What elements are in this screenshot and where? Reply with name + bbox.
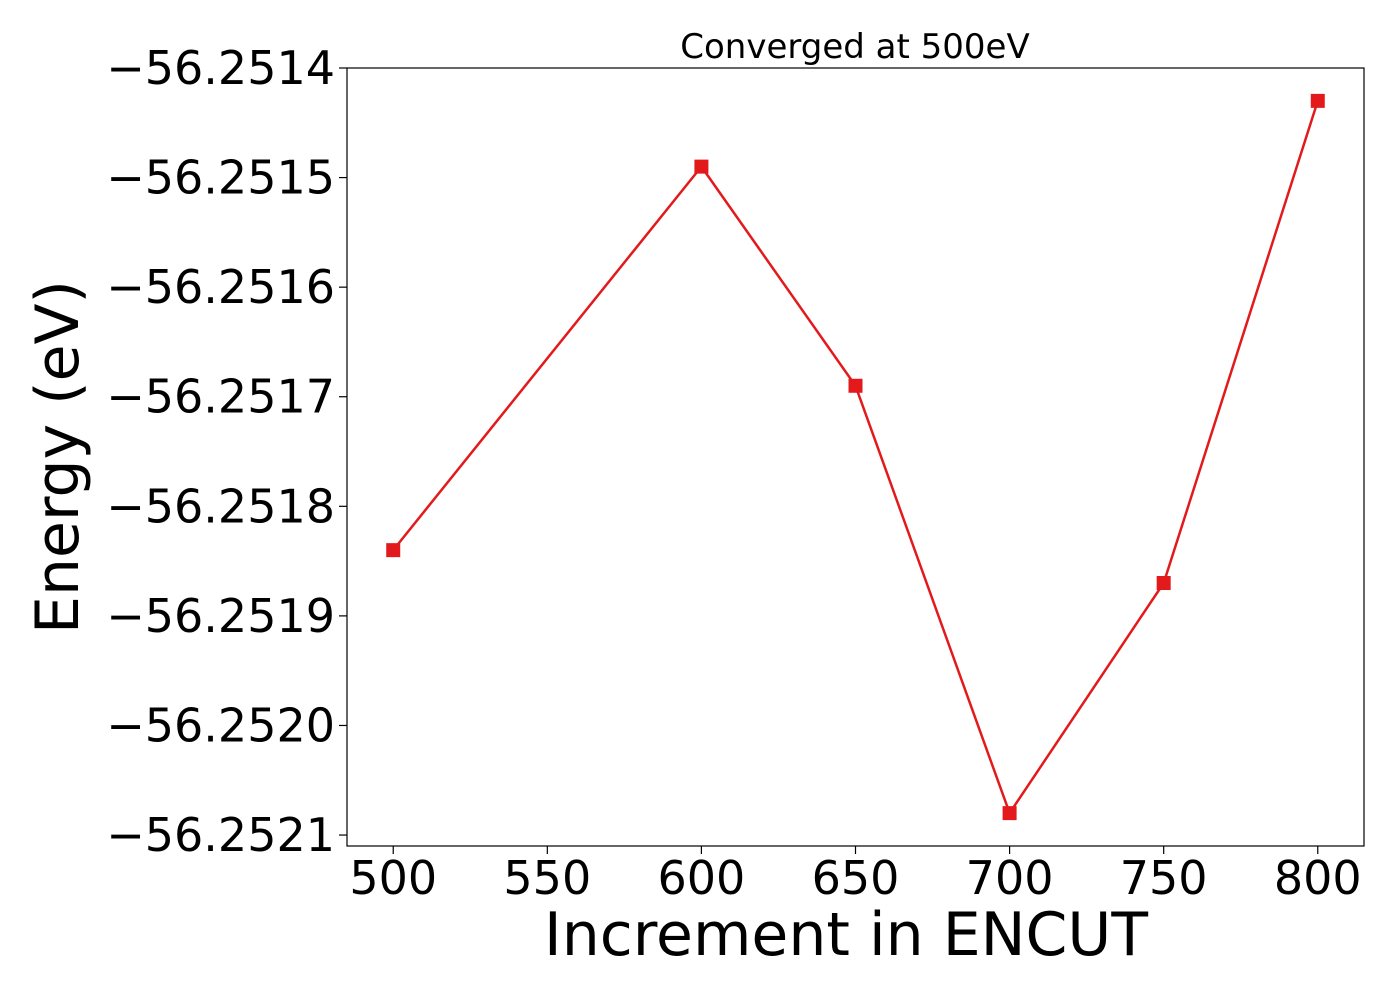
x-tick-label: 700 <box>966 851 1054 905</box>
x-tick-label: 500 <box>349 851 437 905</box>
x-tick-label: 600 <box>658 851 746 905</box>
plot-area-frame <box>346 67 1365 847</box>
y-tick-label: −56.2518 <box>106 479 335 533</box>
data-point-marker <box>1310 93 1325 108</box>
x-tick-label: 550 <box>503 851 591 905</box>
x-axis: 500 550 600 650 700 750 800 <box>349 846 1362 905</box>
x-tick-label: 650 <box>812 851 900 905</box>
y-tick-label: −56.2521 <box>106 808 335 862</box>
data-point-marker <box>1156 576 1171 591</box>
data-point-marker <box>694 159 709 174</box>
y-tick-label: −56.2517 <box>106 370 335 424</box>
data-point-marker <box>386 543 401 558</box>
x-tick-label: 800 <box>1274 851 1362 905</box>
energy-series-markers <box>386 93 1325 821</box>
x-axis-label: Increment in ENCUT <box>544 900 1148 970</box>
y-axis-label: Energy (eV) <box>23 280 93 634</box>
x-tick-label: 750 <box>1120 851 1208 905</box>
chart-title: Converged at 500eV <box>680 27 1029 67</box>
y-tick-label: −56.2516 <box>106 260 335 314</box>
y-tick-label: −56.2520 <box>106 698 335 752</box>
data-point-marker <box>1002 806 1017 821</box>
y-tick-label: −56.2519 <box>106 589 335 643</box>
y-tick-label: −56.2514 <box>106 41 335 95</box>
data-point-marker <box>848 378 863 393</box>
y-tick-label: −56.2515 <box>106 151 335 205</box>
energy-series-line <box>392 100 1319 815</box>
y-axis: −56.2514 −56.2515 −56.2516 −56.2517 −56.2518… <box>106 41 347 862</box>
